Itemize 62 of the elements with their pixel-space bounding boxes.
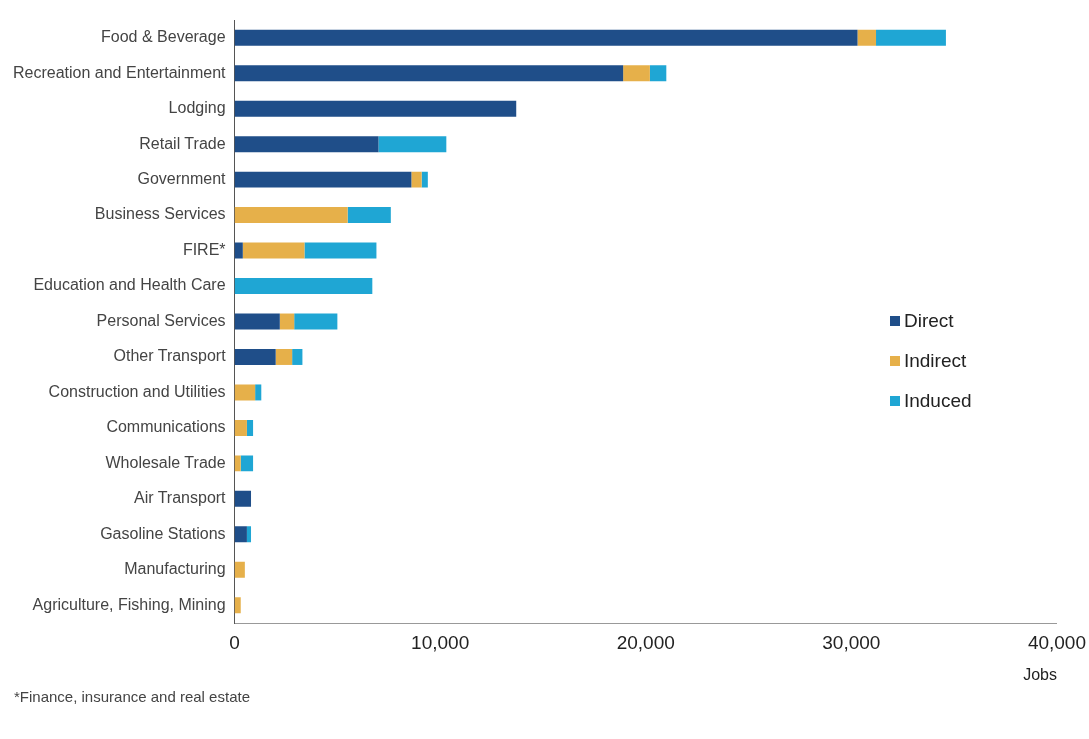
legend-label: Induced (903, 389, 972, 412)
bar (279, 313, 295, 330)
y-tick-label: FIRE* (182, 240, 226, 258)
y-tick-label: Food & Beverage (101, 28, 226, 46)
bar (234, 384, 256, 401)
y-tick-label: Air Transport (133, 489, 227, 507)
bar (234, 597, 241, 614)
bar (234, 526, 247, 543)
bar (294, 313, 338, 330)
bar (234, 171, 412, 188)
bar (304, 242, 377, 259)
bar (246, 526, 252, 543)
y-tick-label: Recreation and Entertainment (12, 63, 227, 81)
x-tick-label: 0 (229, 631, 240, 653)
y-tick-label: Agriculture, Fishing, Mining (32, 595, 226, 613)
bar (255, 384, 262, 401)
y-tick-label: Government (137, 170, 227, 188)
y-tick-label: Gasoline Stations (100, 524, 226, 542)
y-tick-label: Other Transport (113, 347, 227, 365)
bar (234, 29, 858, 46)
bar (242, 242, 305, 259)
bar (234, 348, 276, 365)
legend-label: Direct (903, 309, 954, 332)
bar (421, 171, 428, 188)
bar (411, 171, 422, 188)
y-tick-label: Manufacturing (124, 560, 226, 578)
legend-label: Indirect (903, 349, 967, 372)
x-tick-label: 20,000 (616, 631, 675, 653)
bar (240, 455, 254, 472)
y-tick-label: Communications (106, 418, 226, 436)
x-tick-label: 10,000 (411, 631, 470, 653)
y-tick-label: Education and Health Care (33, 276, 226, 294)
y-tick-label: Lodging (168, 99, 226, 117)
y-tick-label: Construction and Utilities (48, 382, 226, 400)
y-tick-label: Retail Trade (139, 134, 226, 152)
bar (857, 29, 877, 46)
bar (876, 29, 946, 46)
x-tick-label: 40,000 (1027, 631, 1087, 653)
bar (234, 455, 241, 472)
bar (292, 348, 303, 365)
bar (234, 419, 247, 436)
bar (623, 65, 650, 82)
bar (378, 136, 447, 153)
bar (649, 65, 667, 82)
bar (234, 561, 245, 578)
bar (234, 100, 517, 117)
text: *Finance, insurance and real estate (14, 688, 250, 705)
bar (234, 313, 280, 330)
bar (234, 207, 348, 224)
bar (234, 65, 624, 82)
bar (234, 242, 243, 259)
bar (234, 490, 252, 507)
bar (234, 278, 373, 295)
y-tick-label: Wholesale Trade (105, 453, 226, 471)
bar (347, 207, 391, 224)
y-tick-label: Personal Services (96, 311, 226, 329)
y-tick-label: Business Services (94, 205, 226, 223)
bar (234, 136, 379, 153)
x-axis-title: Jobs (1023, 665, 1057, 683)
x-tick-label: 30,000 (822, 631, 881, 653)
bar (275, 348, 293, 365)
bar (246, 419, 254, 436)
